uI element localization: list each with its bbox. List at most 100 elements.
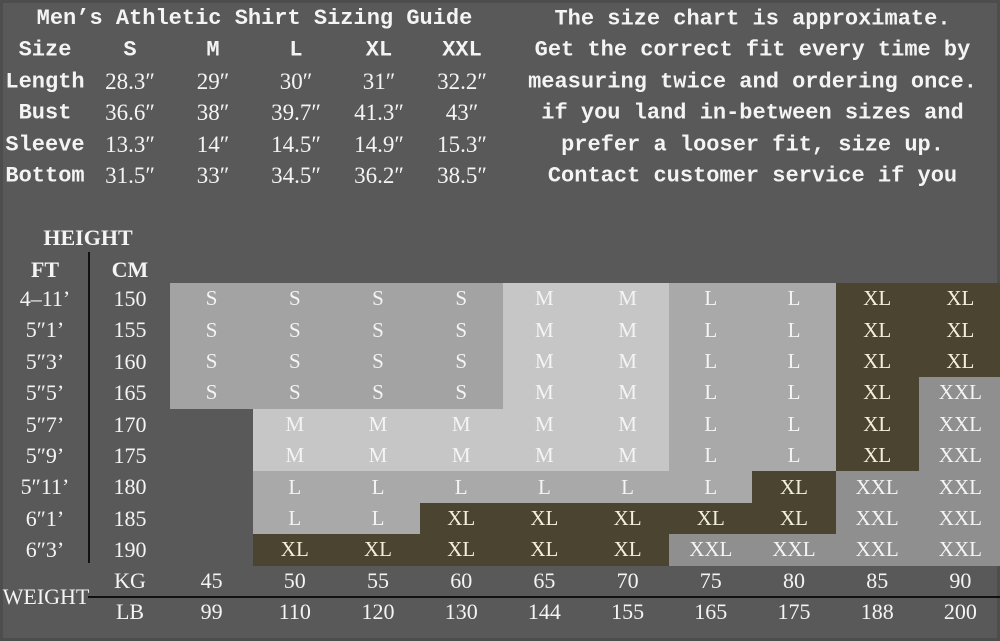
size-cell: M	[419, 408, 503, 440]
size-cell: M	[336, 408, 420, 440]
weight-kg: 50	[283, 568, 306, 593]
size-cell: XL	[502, 534, 586, 566]
measurement-value: 33″	[196, 163, 230, 188]
height-ft: 5″7’	[25, 411, 65, 437]
weight-lb: 130	[444, 599, 478, 624]
size-cell: XL	[835, 345, 919, 378]
measurement-value: 39.7″	[271, 100, 321, 125]
size-cell: L	[336, 471, 420, 503]
note-line: Contact customer service if you	[547, 163, 958, 189]
size-cell: XL	[835, 440, 919, 472]
size-cell: XL	[586, 534, 670, 566]
size-cell: M	[502, 345, 586, 378]
size-cell: XL	[419, 502, 503, 535]
size-cell: L	[336, 502, 420, 535]
size-cell: S	[419, 345, 503, 378]
size-cell: XXL	[918, 377, 1000, 409]
measurement-value: 31″	[362, 69, 396, 94]
weight-kg: 85	[866, 568, 889, 593]
note-line: if you land in-between sizes and	[541, 100, 964, 126]
size-cell: L	[253, 471, 337, 503]
measurement-value: 31.5″	[105, 163, 155, 188]
size-cell: XXL	[669, 534, 753, 566]
size-cell: XL	[918, 283, 1000, 315]
height-cm: 185	[113, 505, 147, 531]
height-ft: 5″1’	[25, 317, 65, 343]
size-cell: S	[419, 314, 503, 346]
size-cell: M	[586, 408, 670, 440]
size-header: L	[289, 37, 303, 63]
size-cell: M	[502, 440, 586, 472]
height-ft: 6″1’	[25, 505, 65, 531]
size-header: S	[123, 37, 137, 63]
size-cell: M	[502, 314, 586, 346]
weight-lb: 120	[361, 599, 395, 624]
measurement-value: 30″	[279, 69, 313, 94]
size-cell: XXL	[918, 440, 1000, 472]
height-ft: 4–11’	[19, 286, 71, 311]
size-header: XXL	[442, 37, 482, 63]
size-cell: S	[253, 345, 337, 378]
size-cell: XXL	[752, 534, 836, 566]
size-cell: M	[419, 440, 503, 472]
size-cell: M	[586, 440, 670, 472]
height-cm: 175	[113, 443, 147, 468]
height-ft: 6″3’	[25, 537, 65, 563]
size-cell: L	[586, 471, 670, 503]
size-cell: XL	[586, 502, 670, 535]
size-cell: L	[669, 345, 753, 378]
lb-label: LB	[115, 599, 145, 624]
size-cell: XL	[835, 314, 919, 346]
size-cell: M	[253, 408, 337, 440]
size-cell: L	[419, 471, 503, 503]
size-cell: L	[669, 408, 753, 440]
measurement-value: 36.6″	[105, 100, 155, 125]
measurement-value: 13.3″	[105, 132, 155, 157]
size-cell: XXL	[835, 471, 919, 503]
measurement-value: 28.3″	[105, 69, 155, 94]
size-header: Size	[18, 37, 72, 63]
size-cell: S	[253, 314, 337, 346]
note-line: measuring twice and ordering once.	[528, 69, 977, 95]
weight-kg: 55	[367, 568, 389, 593]
height-cm: 190	[113, 537, 147, 563]
weight-lb: 200	[943, 599, 977, 624]
size-cell: L	[752, 314, 836, 346]
size-cell: L	[752, 283, 836, 315]
measurement-value: 14.9″	[354, 132, 404, 157]
height-cm: 160	[113, 348, 147, 374]
weight-lb: 144	[527, 599, 561, 624]
size-cell: XL	[835, 408, 919, 440]
size-cell: M	[502, 408, 586, 440]
measurement-value: 29″	[196, 69, 230, 94]
measurement-value: 14″	[196, 132, 230, 157]
chart-title: Men’s Athletic Shirt Sizing Guide	[36, 6, 473, 31]
size-header: M	[206, 37, 220, 63]
height-ft: 5″3’	[25, 348, 65, 374]
height-cm: 155	[113, 317, 147, 343]
note-line: Get the correct fit every time by	[534, 37, 971, 63]
size-header: XL	[365, 37, 393, 63]
size-cell: L	[752, 345, 836, 378]
size-cell: L	[253, 502, 337, 535]
size-cell: L	[502, 471, 586, 503]
size-cell: XL	[752, 471, 836, 503]
size-cell: M	[336, 440, 420, 472]
weight-lb: 155	[611, 599, 645, 624]
size-cell: M	[253, 440, 337, 472]
size-cell: XL	[835, 283, 919, 315]
height-label: HEIGHT	[43, 225, 133, 250]
kg-label: KG	[114, 568, 146, 593]
size-cell: L	[752, 377, 836, 409]
size-cell: S	[419, 283, 503, 315]
size-cell: XL	[253, 534, 337, 566]
weight-kg: 75	[699, 568, 722, 593]
size-cell: S	[336, 377, 420, 409]
note-line: The size chart is approximate.	[554, 6, 951, 32]
size-cell: S	[336, 314, 420, 346]
measurement-value: 34.5″	[271, 163, 321, 188]
weight-kg: 45	[200, 568, 223, 593]
ft-label: FT	[30, 257, 60, 282]
weight-axis-line	[88, 596, 1000, 598]
measurement-value: 36.2″	[354, 163, 404, 188]
